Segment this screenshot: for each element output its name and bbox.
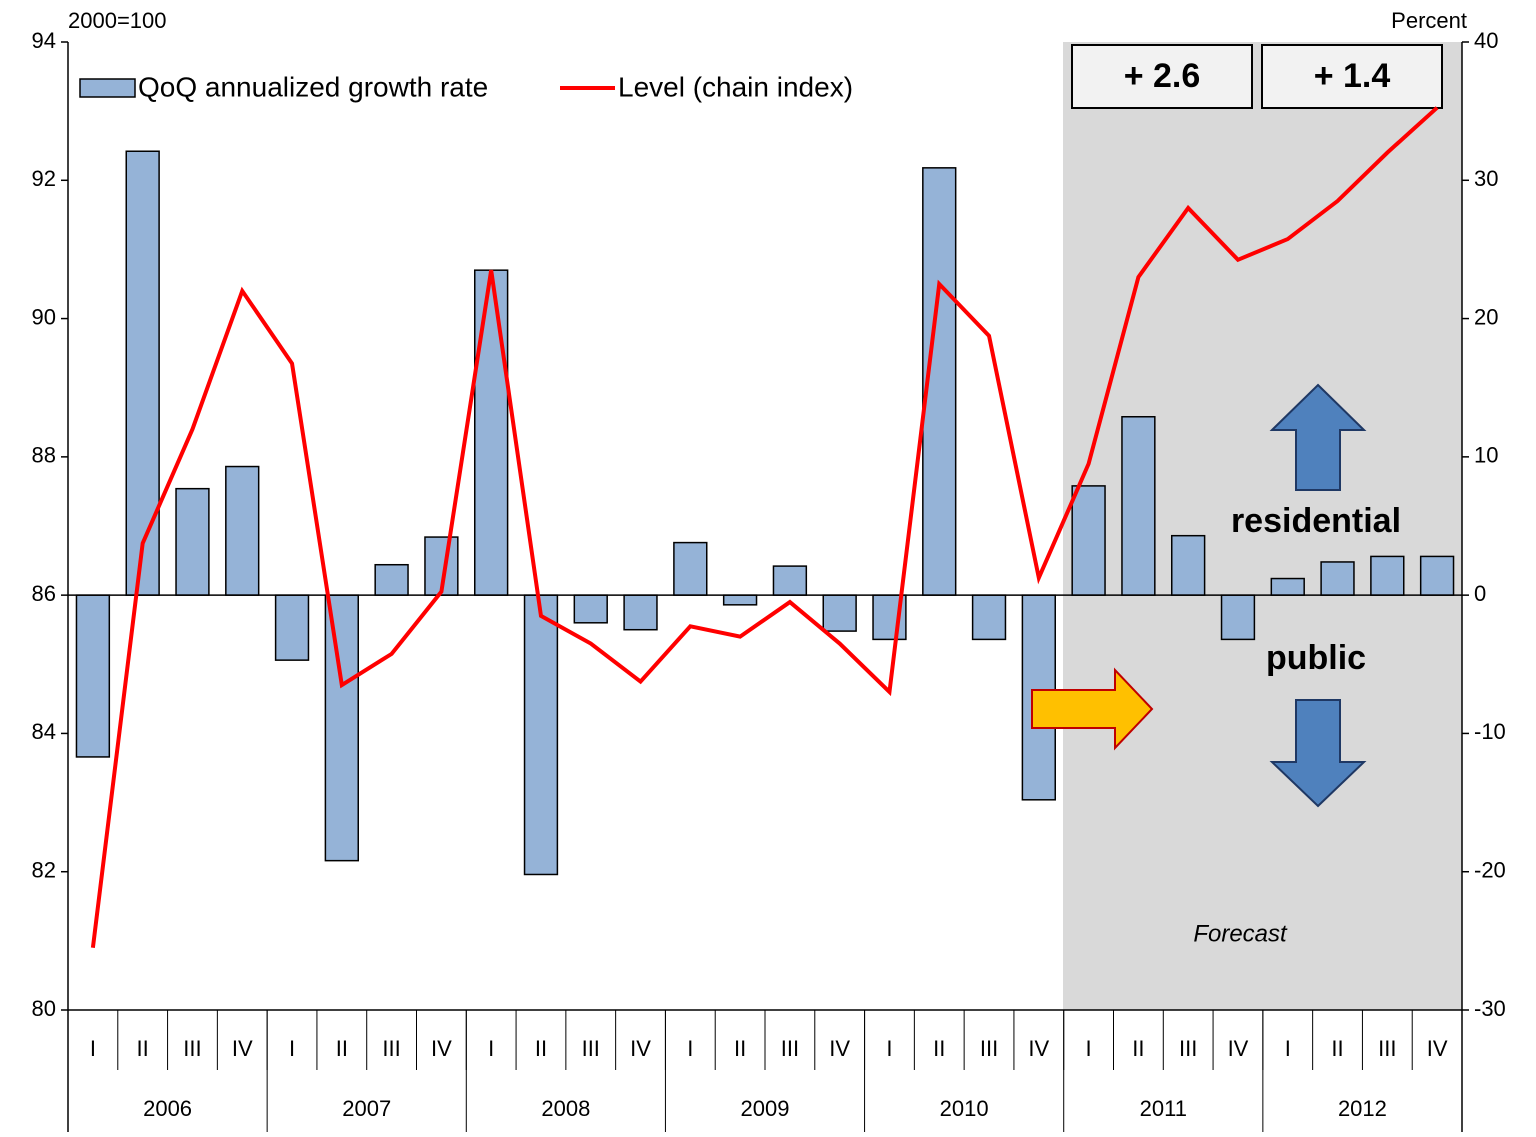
x-tick-label: IV (829, 1036, 850, 1061)
y-tick-label: 80 (32, 996, 56, 1021)
bar (274, 594, 310, 661)
y-tick-label: 94 (32, 28, 56, 53)
year-label: 2006 (143, 1096, 192, 1121)
plot (68, 106, 1462, 949)
line (90, 106, 1439, 949)
bar (822, 594, 857, 632)
x-tick-label: IV (630, 1036, 651, 1061)
bar (573, 594, 608, 624)
bar (1370, 555, 1405, 596)
annotation: public (1266, 639, 1366, 677)
y-tick-label: 92 (32, 166, 56, 191)
bar (1270, 577, 1305, 596)
x-tick-label: III (1378, 1036, 1396, 1061)
year-label: 2007 (342, 1096, 391, 1121)
y-tick-label: 88 (32, 443, 56, 468)
y2-tick-label: -20 (1474, 858, 1506, 883)
x-tick-label: II (933, 1036, 945, 1061)
up-arrow (1269, 383, 1367, 491)
legend-swatch (79, 78, 136, 98)
x-tick-label: III (980, 1036, 998, 1061)
y2-tick-label: -10 (1474, 719, 1506, 744)
bar (1170, 534, 1206, 596)
forecast-arrow (1031, 667, 1154, 751)
bar (1220, 594, 1256, 641)
bar (175, 487, 210, 596)
bar (673, 541, 708, 596)
x-tick-label: III (781, 1036, 799, 1061)
bar (324, 594, 360, 862)
x-tick-label: I (687, 1036, 693, 1061)
x-tick-label: IV (1228, 1036, 1249, 1061)
annotation: + 1.4 (1314, 57, 1391, 95)
x-tick-label: II (137, 1036, 149, 1061)
y-tick-label: 90 (32, 304, 56, 329)
x-tick-label: I (886, 1036, 892, 1061)
x-tick-label: IV (1028, 1036, 1049, 1061)
box (1261, 44, 1443, 109)
y2-tick-label: 40 (1474, 28, 1498, 53)
x-tick-label: IV (1427, 1036, 1448, 1061)
x-tick-label: I (488, 1036, 494, 1061)
bar (1419, 555, 1455, 596)
y2-tick-label: 10 (1474, 443, 1498, 468)
legend-label: Level (chain index) (618, 71, 853, 102)
box (1071, 44, 1253, 109)
year-label: 2009 (741, 1096, 790, 1121)
x-tick-label: II (535, 1036, 547, 1061)
y-tick-label: 84 (32, 719, 56, 744)
down-arrow (1269, 699, 1367, 808)
year-label: 2011 (1140, 1096, 1187, 1121)
x-tick-label: III (183, 1036, 201, 1061)
x-tick-label: I (1086, 1036, 1092, 1061)
year-label: 2010 (940, 1096, 989, 1121)
bar (1121, 416, 1156, 596)
annotation: residential (1231, 502, 1401, 540)
bar (772, 565, 808, 596)
x-tick-label: II (1331, 1036, 1343, 1061)
bar (971, 594, 1007, 641)
y-tick-label: 86 (32, 581, 56, 606)
x-tick-label: I (1285, 1036, 1291, 1061)
y2-tick-label: 20 (1474, 304, 1498, 329)
x-tick-label: II (1132, 1036, 1144, 1061)
annotation: + 2.6 (1124, 57, 1201, 95)
y-tick-label: 82 (32, 858, 56, 883)
y-axis-label: 2000=100 (68, 8, 167, 33)
x-tick-label: I (90, 1036, 96, 1061)
y2-axis-label: Percent (1391, 8, 1467, 33)
legend-label: QoQ annualized growth rate (138, 71, 488, 102)
year-label: 2008 (541, 1096, 590, 1121)
bar (523, 594, 559, 876)
x-tick-label: III (582, 1036, 600, 1061)
y2-tick-label: 0 (1474, 581, 1486, 606)
bar (75, 594, 111, 758)
x-tick-label: II (734, 1036, 746, 1061)
x-tick-label: III (382, 1036, 400, 1061)
y2-tick-label: 30 (1474, 166, 1498, 191)
bar (473, 269, 509, 596)
x-tick-label: I (289, 1036, 295, 1061)
bar (1071, 485, 1106, 596)
bar (623, 594, 658, 631)
bar (722, 594, 758, 606)
x-tick-label: IV (232, 1036, 253, 1061)
annotation: Forecast (1193, 920, 1288, 947)
x-tick-label: IV (431, 1036, 452, 1061)
bar (225, 465, 260, 596)
bar (1320, 561, 1355, 596)
x-tick-label: III (1179, 1036, 1197, 1061)
bar (374, 563, 409, 596)
x-tick-label: II (336, 1036, 348, 1061)
bar (125, 150, 160, 596)
y2-tick-label: -30 (1474, 996, 1506, 1021)
year-label: 2012 (1338, 1096, 1387, 1121)
